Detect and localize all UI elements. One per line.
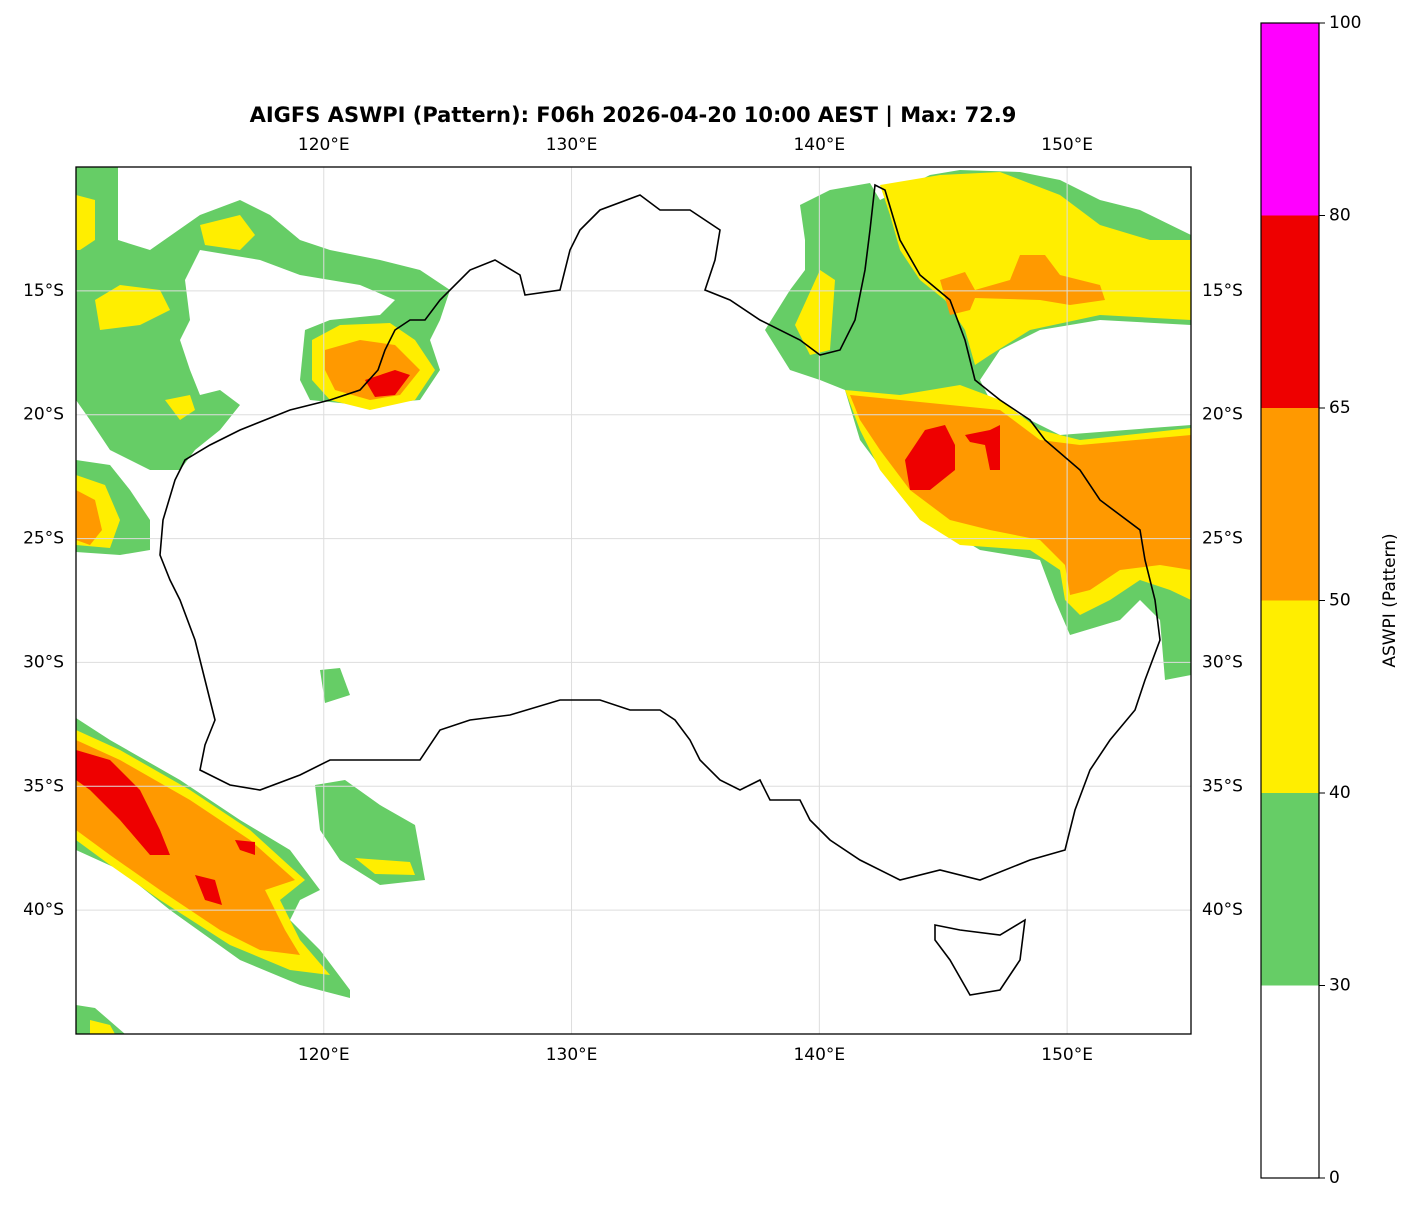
- colorbar-segment: [1261, 215, 1319, 408]
- contour-band: [200, 215, 255, 250]
- colorbar-tick-label: 30: [1329, 976, 1351, 996]
- x-tick-label: 130°E: [546, 1045, 598, 1065]
- colorbar-segment: [1261, 985, 1319, 1178]
- y-tick-label: 30°S: [1202, 652, 1243, 672]
- coastline-mainland: [159, 183, 1161, 881]
- coastline: [159, 183, 1161, 996]
- contour-band: [315, 780, 425, 885]
- contour-band: [90, 1020, 115, 1034]
- contour-band: [905, 425, 955, 490]
- y-tick-label: 20°S: [1202, 405, 1243, 425]
- y-tick-label: 40°S: [1202, 900, 1243, 920]
- contour-band: [95, 285, 170, 330]
- coastline-tasmania: [934, 918, 1026, 996]
- y-tick-label: 35°S: [1202, 776, 1243, 796]
- x-tick-label: 150°E: [1041, 1045, 1093, 1065]
- colorbar-tick-label: 65: [1329, 398, 1351, 418]
- colorbar-tick-label: 40: [1329, 783, 1351, 803]
- contour-band: [76, 750, 170, 855]
- contour-band: [195, 875, 222, 905]
- y-tick-label: 30°S: [23, 652, 64, 672]
- colorbar-tick-label: 100: [1329, 13, 1361, 33]
- x-tick-label: 140°E: [793, 1045, 845, 1065]
- y-tick-label: 25°S: [1202, 529, 1243, 549]
- contour-band: [165, 395, 195, 420]
- colorbar-segment: [1261, 600, 1319, 793]
- colorbar-segment: [1261, 793, 1319, 986]
- colorbar-tick-label: 80: [1329, 206, 1351, 226]
- contour-fields: [76, 167, 1191, 1034]
- y-tick-label: 35°S: [23, 776, 64, 796]
- x-tick-label: 120°E: [298, 135, 350, 155]
- contour-band: [365, 370, 410, 397]
- contour-band: [965, 425, 1000, 470]
- y-tick-label: 20°S: [23, 405, 64, 425]
- colorbar-tick-label: 0: [1329, 1168, 1340, 1188]
- contour-band: [235, 840, 255, 855]
- chart-title: AIGFS ASWPI (Pattern): F06h 2026-04-20 1…: [250, 103, 1017, 128]
- colorbar-segment: [1261, 408, 1319, 601]
- contour-band: [355, 858, 415, 875]
- y-tick-label: 15°S: [1202, 281, 1243, 301]
- colorbar-tick-label: 50: [1329, 591, 1351, 611]
- x-tick-label: 140°E: [793, 135, 845, 155]
- x-tick-label: 150°E: [1041, 135, 1093, 155]
- contour-band: [320, 668, 350, 703]
- contour-band: [76, 1005, 125, 1034]
- colorbar: 0 30 40 50 65 80 100 ASWPI (Pattern): [1260, 13, 1400, 1188]
- y-tick-label: 15°S: [23, 281, 64, 301]
- y-tick-label: 40°S: [23, 900, 64, 920]
- x-tick-label: 120°E: [298, 1045, 350, 1065]
- y-tick-label: 25°S: [23, 529, 64, 549]
- contour-band: [940, 255, 1105, 315]
- x-tick-label: 130°E: [546, 135, 598, 155]
- colorbar-segment: [1261, 23, 1319, 216]
- map-frame: [75, 166, 1192, 1035]
- colorbar-label: ASWPI (Pattern): [1380, 533, 1400, 667]
- contour-band: [76, 195, 95, 250]
- grid: [76, 167, 1191, 1034]
- contour-band: [76, 490, 102, 545]
